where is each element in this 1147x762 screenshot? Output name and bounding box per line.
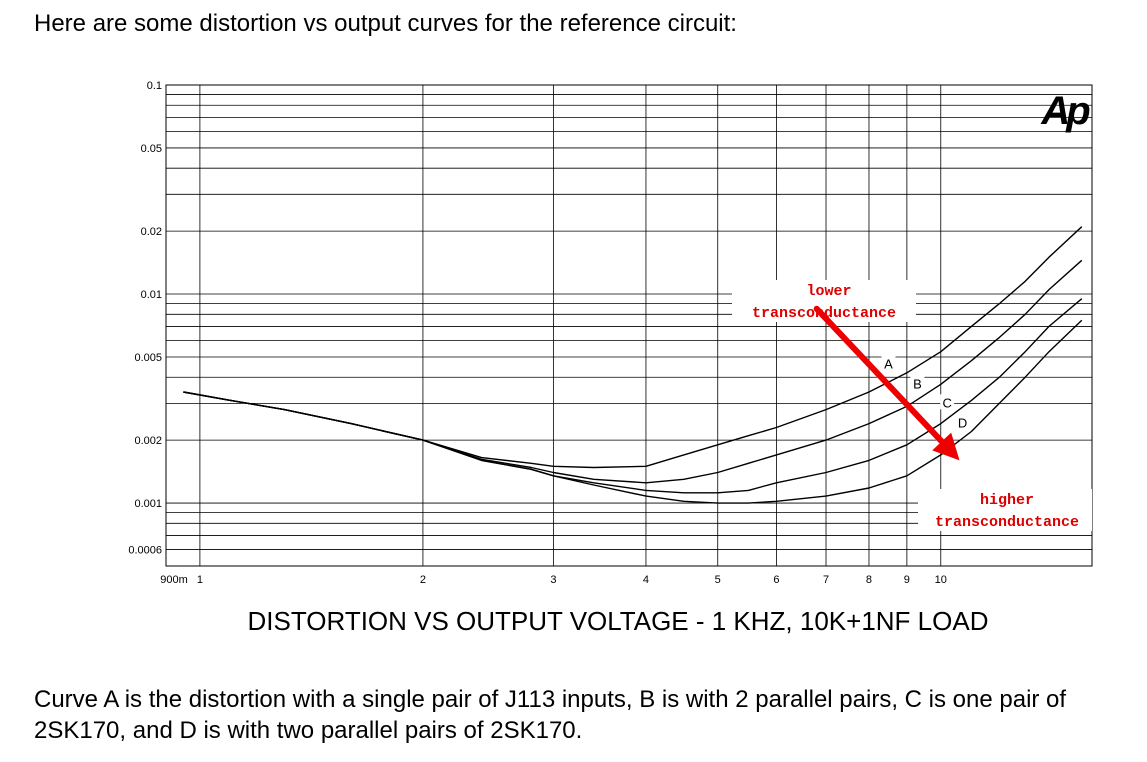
x-tick-label: 7 xyxy=(823,574,829,586)
x-tick-label: 4 xyxy=(643,574,649,586)
x-tick-label: 6 xyxy=(773,574,779,586)
y-tick-label: 0.01 xyxy=(141,289,162,301)
series-label-a: A xyxy=(884,357,893,372)
lower-label-line1: lower xyxy=(806,283,851,300)
series-label-b: B xyxy=(913,376,922,391)
x-tick-labels: 900m 1 2 3 4 5 6 7 8 9 10 xyxy=(160,574,947,586)
x-tick-label: 1 xyxy=(197,574,203,586)
y-tick-label: 0.002 xyxy=(134,435,162,447)
plot-frame xyxy=(165,84,1093,567)
ap-logo: Ap xyxy=(1040,89,1090,133)
transconductance-arrow xyxy=(813,305,945,445)
y-tick-label: 0.02 xyxy=(141,226,162,238)
series-line-a xyxy=(183,226,1083,469)
x-tick-label: 9 xyxy=(904,574,910,586)
higher-label-line1: higher xyxy=(980,492,1034,509)
intro-text: Here are some distortion vs output curve… xyxy=(34,10,737,37)
chart-title: DISTORTION VS OUTPUT VOLTAGE - 1 KHZ, 10… xyxy=(248,606,989,636)
series-label-bg xyxy=(881,355,896,371)
x-tick-label: 2 xyxy=(420,574,426,586)
series-lines: A B CD xyxy=(183,226,1083,504)
x-tick-label: 10 xyxy=(935,574,947,586)
transconductance-arrow-head xyxy=(932,432,960,461)
series-line-d xyxy=(183,319,1083,504)
y-tick-label: 0.05 xyxy=(141,143,162,155)
series-label-bg xyxy=(940,394,955,410)
higher-label-line2: transconductance xyxy=(935,514,1079,531)
distortion-chart: 0.1 0.05 0.02 0.01 0.005 0.002 0.001 0.0006 900… xyxy=(128,80,1094,636)
x-tick-label: 3 xyxy=(550,574,556,586)
caption-text: Curve A is the distortion with a single … xyxy=(34,686,1067,744)
higher-label-bg xyxy=(918,489,1092,531)
y-tick-label: 0.001 xyxy=(134,498,162,510)
series-label-bg xyxy=(910,375,925,391)
y-tick-label: 0.0006 xyxy=(128,544,162,556)
series-label-c: C xyxy=(942,395,951,410)
annotations: lower transconductance higher transcondu… xyxy=(732,280,1092,531)
y-tick-label: 0.005 xyxy=(134,352,162,364)
y-tick-label: 0.1 xyxy=(147,80,162,92)
x-tick-label: 5 xyxy=(715,574,721,586)
x-tick-label: 8 xyxy=(866,574,872,586)
y-tick-labels: 0.1 0.05 0.02 0.01 0.005 0.002 0.001 0.0006 xyxy=(128,80,162,556)
x-tick-label: 900m xyxy=(160,574,188,586)
series-label-bg xyxy=(955,414,970,430)
series-label-d: D xyxy=(958,416,967,431)
